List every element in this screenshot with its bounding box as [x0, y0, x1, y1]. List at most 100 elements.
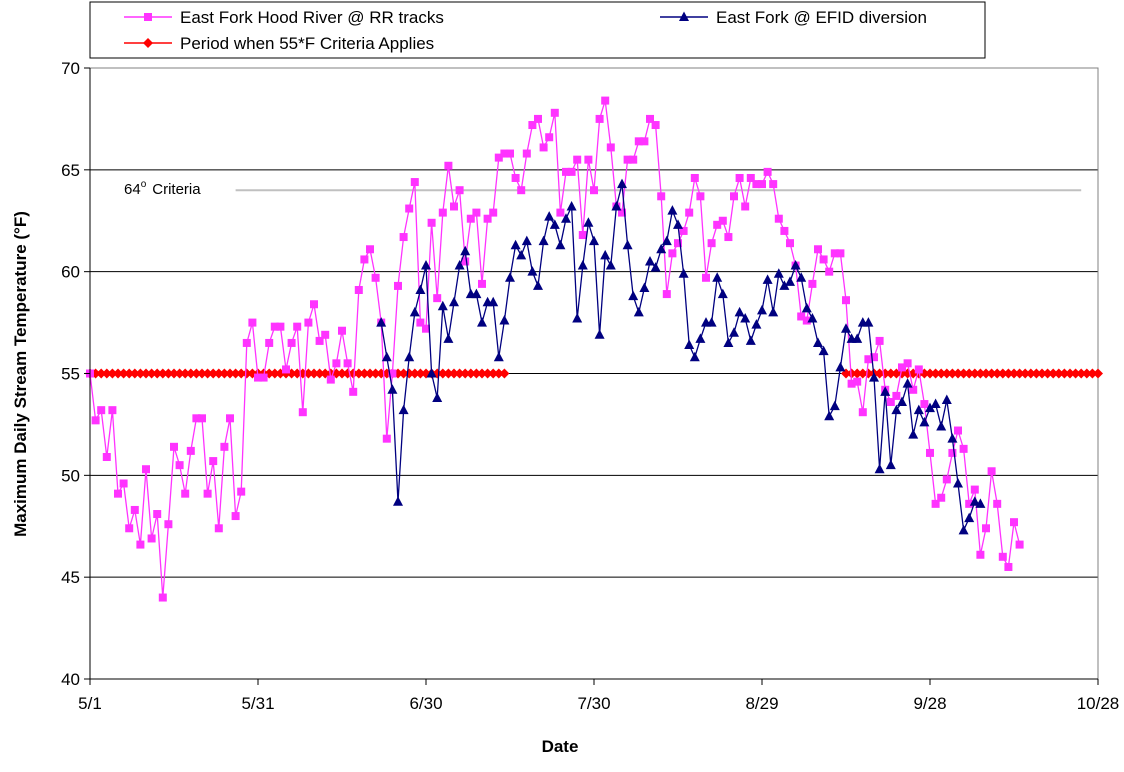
data-point	[997, 368, 1008, 379]
data-point	[343, 359, 352, 368]
data-point	[633, 306, 644, 317]
data-point	[897, 396, 907, 407]
data-point	[779, 280, 790, 290]
data-point	[191, 368, 202, 379]
data-point	[993, 499, 1002, 508]
data-point	[119, 479, 128, 488]
data-point	[774, 214, 783, 223]
data-point	[953, 477, 963, 488]
data-point	[186, 446, 195, 455]
data-point	[947, 433, 958, 443]
data-point	[265, 338, 274, 347]
data-point	[998, 552, 1007, 561]
data-point	[242, 338, 251, 347]
data-point	[724, 233, 733, 242]
data-point	[365, 368, 375, 379]
data-point	[600, 249, 611, 260]
data-point	[443, 333, 454, 343]
x-tick-label: 10/28	[1077, 694, 1120, 713]
data-point	[769, 180, 778, 189]
data-point	[338, 326, 346, 335]
data-point	[353, 368, 364, 379]
data-point	[902, 378, 913, 388]
data-point	[573, 155, 582, 164]
legend-entry: East Fork @ EFID diversion	[660, 8, 927, 27]
data-point	[354, 285, 363, 294]
x-tick-label: 7/30	[577, 694, 610, 713]
data-point	[433, 294, 442, 303]
data-point	[450, 202, 458, 211]
data-point	[527, 266, 538, 276]
data-point	[745, 335, 756, 345]
data-point	[522, 149, 531, 158]
data-point	[947, 368, 958, 379]
data-point	[562, 167, 570, 176]
data-point	[981, 368, 991, 379]
data-point	[409, 368, 420, 379]
data-point	[309, 368, 319, 379]
y-tick-label: 70	[61, 59, 80, 78]
data-point	[976, 550, 985, 559]
data-point	[499, 368, 510, 379]
data-point	[746, 173, 755, 182]
data-point	[556, 208, 565, 217]
data-point	[639, 282, 650, 292]
data-point	[332, 359, 341, 368]
data-point	[163, 368, 174, 379]
data-point	[786, 239, 794, 248]
data-point	[381, 351, 392, 362]
data-point	[964, 368, 975, 379]
data-point	[941, 368, 952, 379]
data-point	[231, 512, 240, 521]
data-point	[874, 368, 885, 379]
data-point	[801, 302, 812, 313]
data-point	[662, 290, 671, 299]
y-tick-label: 50	[61, 466, 80, 485]
data-point	[645, 255, 655, 266]
data-point	[197, 368, 207, 379]
data-point	[763, 167, 772, 176]
data-point	[982, 524, 990, 533]
data-point	[657, 192, 666, 201]
data-point	[517, 186, 526, 195]
data-point	[679, 226, 688, 235]
data-point	[510, 239, 521, 250]
data-point	[1014, 368, 1025, 379]
data-point	[174, 368, 185, 379]
data-point	[493, 368, 504, 379]
data-point	[432, 392, 443, 402]
data-point	[135, 368, 146, 379]
data-point	[438, 208, 447, 217]
data-point	[824, 410, 835, 421]
data-point	[97, 406, 106, 415]
data-point	[146, 368, 157, 379]
data-point	[426, 368, 437, 378]
data-point	[315, 336, 324, 345]
data-point	[494, 153, 503, 162]
data-point	[712, 272, 723, 282]
data-point	[460, 245, 471, 256]
data-point	[399, 233, 408, 242]
data-point	[326, 375, 335, 384]
data-point	[863, 368, 874, 379]
data-point	[661, 235, 672, 246]
data-point	[919, 416, 930, 427]
data-point	[729, 327, 739, 337]
data-point	[349, 387, 358, 396]
data-point	[891, 404, 902, 415]
data-point	[863, 317, 874, 327]
data-point	[847, 379, 856, 388]
x-tick-label: 5/1	[78, 694, 102, 713]
data-point	[293, 322, 302, 331]
data-point	[1053, 368, 1064, 379]
data-point	[359, 368, 370, 379]
data-point	[611, 200, 622, 211]
data-point	[903, 359, 912, 368]
data-point	[506, 149, 514, 158]
data-point	[758, 180, 766, 189]
data-point	[914, 365, 923, 374]
data-point	[836, 249, 845, 258]
x-tick-label: 8/29	[745, 694, 778, 713]
data-point	[930, 368, 941, 379]
